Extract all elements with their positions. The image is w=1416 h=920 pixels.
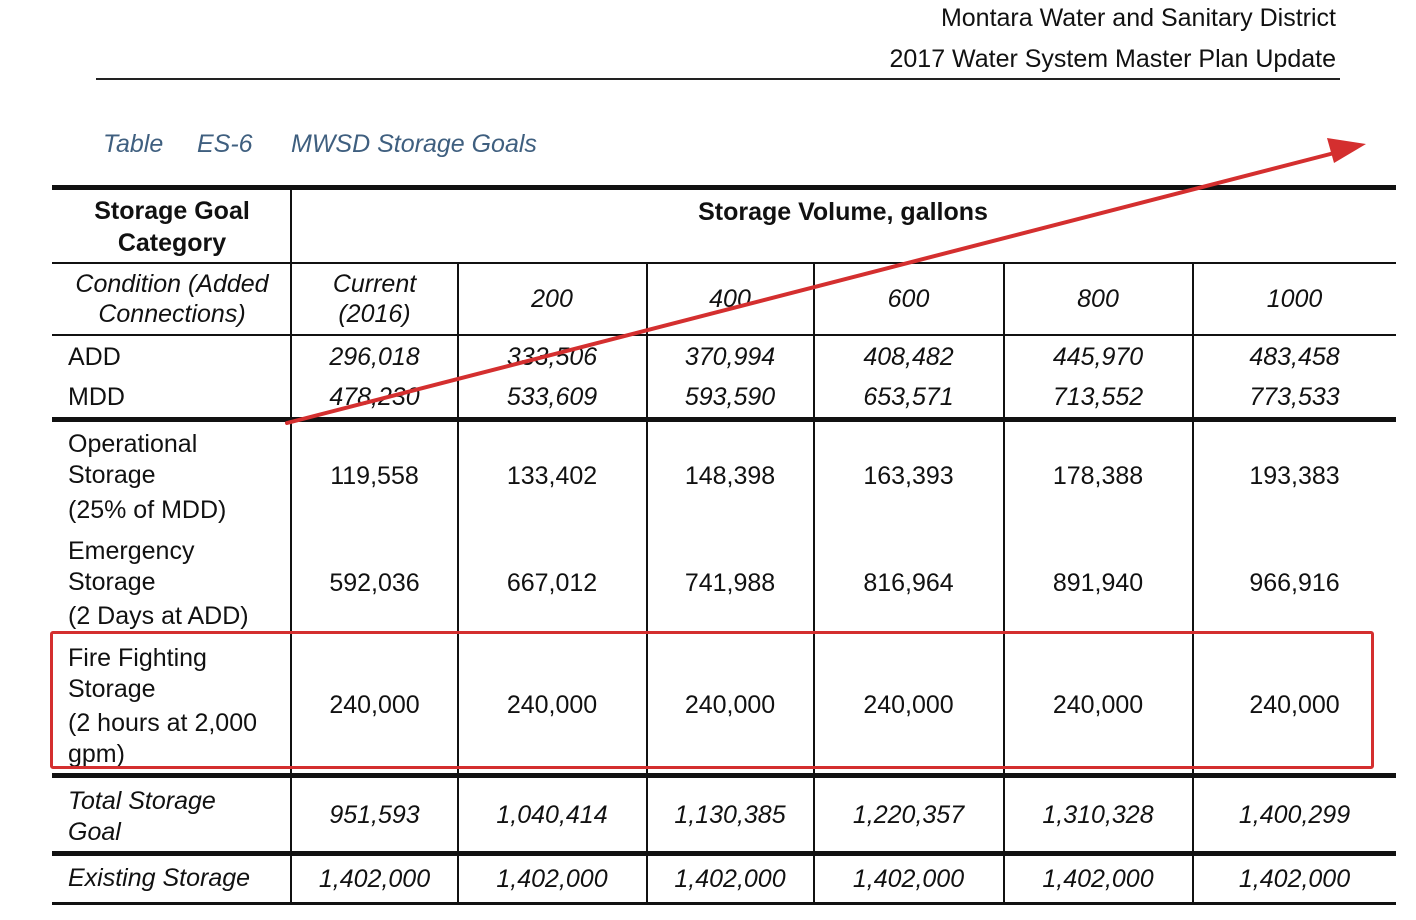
table-cell: 240,000 (329, 691, 420, 719)
row-label-line: Total Storage (68, 787, 216, 815)
row-label-line: Fire Fighting (68, 644, 207, 672)
table-cell: 148,398 (684, 462, 776, 490)
table-cell: 1,402,000 (318, 865, 431, 893)
table-cell: 713,552 (1052, 383, 1144, 411)
table-rule (52, 773, 1396, 778)
column-header-current: Current (2016) (332, 270, 417, 328)
table-cell: 593,590 (684, 383, 776, 411)
row-label-line: Storage (68, 675, 156, 703)
table-rule (52, 851, 1396, 856)
table-cell: 178,388 (1052, 462, 1144, 490)
table-cell: 240,000 (684, 691, 776, 719)
row-label-line: Storage (68, 568, 156, 596)
table-cell: 370,994 (684, 343, 776, 371)
table-cell: 483,458 (1249, 343, 1340, 371)
condition-header: Condition (Added Connections) (75, 270, 269, 328)
table-cell: 163,393 (863, 462, 954, 490)
table-cell: 592,036 (329, 569, 420, 597)
storage-goal-category-header: Storage Goal Category (94, 197, 250, 257)
table-cell: 408,482 (863, 343, 954, 371)
table-cell: 1,130,385 (674, 801, 786, 829)
row-label-line: Emergency (68, 537, 195, 565)
table-cell: 1,402,000 (852, 865, 965, 893)
table-column-rule (457, 263, 459, 902)
trend-arrow-line (285, 149, 1344, 425)
table-caption-label: Table (103, 130, 164, 158)
column-header-1000: 1000 (1266, 285, 1323, 313)
column-header-800: 800 (1077, 285, 1119, 313)
row-label-line: Goal (68, 818, 121, 846)
column-header-200: 200 (531, 285, 573, 313)
column-header-600: 600 (887, 285, 930, 313)
table-column-rule (1192, 263, 1194, 902)
table-cell: 1,400,299 (1238, 801, 1351, 829)
document-header-district: Montara Water and Sanitary District (940, 4, 1336, 32)
fire-fighting-row-highlight (50, 631, 1374, 769)
row-label-mdd: MDD (68, 383, 125, 411)
table-cell: 741,988 (684, 569, 776, 597)
table-cell: 816,964 (863, 569, 954, 597)
document-header-plan: 2017 Water System Master Plan Update (889, 45, 1337, 73)
table-cell: 1,402,000 (496, 865, 608, 893)
table-cell: 1,220,357 (852, 801, 965, 829)
table-rule (52, 185, 1396, 190)
table-cell: 891,940 (1052, 569, 1144, 597)
table-cell: 1,402,000 (674, 865, 786, 893)
table-rule (52, 334, 1396, 336)
table-cell: 133,402 (506, 462, 598, 490)
table-cell: 240,000 (1052, 691, 1144, 719)
table-column-rule (813, 263, 815, 902)
table-cell: 240,000 (506, 691, 598, 719)
row-label-line: gpm) (68, 740, 125, 768)
row-label-line: Operational (68, 430, 198, 458)
row-label-existing-storage: Existing Storage (68, 864, 251, 892)
storage-volume-header: Storage Volume, gallons (698, 198, 988, 226)
table-column-rule (290, 190, 292, 902)
table-cell: 773,533 (1249, 383, 1340, 411)
table-column-rule (646, 263, 648, 902)
row-label-line: Storage (68, 461, 156, 489)
table-caption-number: ES-6 (197, 130, 253, 158)
table-cell: 296,018 (329, 343, 420, 371)
table-cell: 966,916 (1249, 569, 1340, 597)
table-cell: 240,000 (1249, 691, 1340, 719)
row-label-line: (25% of MDD) (68, 496, 227, 524)
row-label-line: (2 hours at 2,000 (68, 709, 258, 737)
table-caption-title: MWSD Storage Goals (291, 130, 537, 158)
trend-arrow-head (1327, 138, 1366, 163)
table-cell: 667,012 (506, 569, 598, 597)
header-rule (96, 78, 1340, 80)
row-label-add: ADD (68, 343, 121, 371)
table-cell: 445,970 (1052, 343, 1144, 371)
table-cell: 1,402,000 (1238, 865, 1351, 893)
table-cell: 1,402,000 (1042, 865, 1154, 893)
row-label-line: (2 Days at ADD) (68, 602, 249, 630)
table-cell: 193,383 (1249, 462, 1340, 490)
table-rule (52, 262, 1396, 264)
table-cell: 533,609 (506, 383, 598, 411)
table-column-rule (1003, 263, 1005, 902)
table-cell: 951,593 (329, 801, 420, 829)
table-cell: 119,558 (330, 462, 419, 490)
table-cell: 240,000 (863, 691, 954, 719)
table-rule (52, 417, 1396, 422)
table-cell: 1,310,328 (1042, 801, 1154, 829)
table-cell: 1,040,414 (496, 801, 608, 829)
table-cell: 653,571 (863, 383, 954, 411)
table-rule (52, 902, 1396, 905)
